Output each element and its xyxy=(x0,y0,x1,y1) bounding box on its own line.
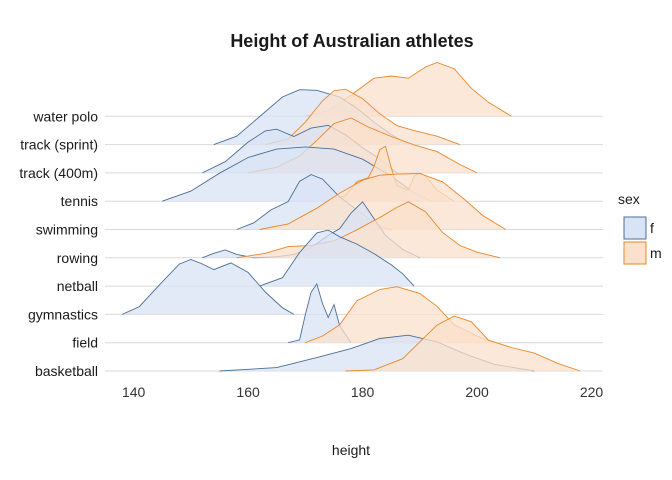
legend-key-m xyxy=(623,241,647,265)
y-label-rowing: rowing xyxy=(57,250,98,266)
ridge-line-basketball-m xyxy=(345,315,581,372)
y-label-track-sprint: track (sprint) xyxy=(20,137,98,153)
ridge-area-netball-f xyxy=(259,230,415,287)
ridge-line-rowing-m xyxy=(236,201,501,259)
y-label-field: field xyxy=(72,335,98,351)
x-axis-ticks: 140 160 180 200 220 xyxy=(122,384,604,400)
ridge-area-rowing-m xyxy=(236,201,500,258)
ridge-line-gymnastics-f xyxy=(122,259,295,315)
x-tick-180: 180 xyxy=(351,384,375,400)
x-tick-140: 140 xyxy=(122,384,146,400)
ridge-line-track-sprint-m xyxy=(265,88,461,146)
y-label-netball: netball xyxy=(57,278,98,294)
ridge-line-swimming-m xyxy=(259,173,506,230)
y-label-track-400m: track (400m) xyxy=(19,165,98,181)
y-label-basketball: basketball xyxy=(35,363,98,379)
legend-title: sex xyxy=(618,191,640,207)
ridge-line-field-f xyxy=(288,282,352,344)
y-label-water-polo: water polo xyxy=(32,108,98,124)
legend-label-m: m xyxy=(650,245,662,261)
y-label-swimming: swimming xyxy=(36,222,98,238)
chart-title: Height of Australian athletes xyxy=(230,31,473,51)
ridge-area-basketball-m xyxy=(345,316,581,371)
legend-label-f: f xyxy=(650,220,654,236)
legend: sex fm xyxy=(618,191,662,265)
y-axis-labels: basketball field gymnastics netball rowing sw… xyxy=(19,108,98,379)
density-ridges xyxy=(122,62,581,372)
x-tick-200: 200 xyxy=(465,384,489,400)
ridge-line-netball-f xyxy=(259,229,415,287)
ridge-area-swimming-m xyxy=(259,173,506,230)
x-tick-160: 160 xyxy=(236,384,260,400)
legend-key-f xyxy=(623,216,647,240)
y-label-tennis: tennis xyxy=(61,193,98,209)
y-label-gymnastics: gymnastics xyxy=(28,306,98,322)
ridge-area-gymnastics-f xyxy=(122,259,294,315)
x-tick-220: 220 xyxy=(580,384,604,400)
x-axis-label: height xyxy=(332,442,370,458)
